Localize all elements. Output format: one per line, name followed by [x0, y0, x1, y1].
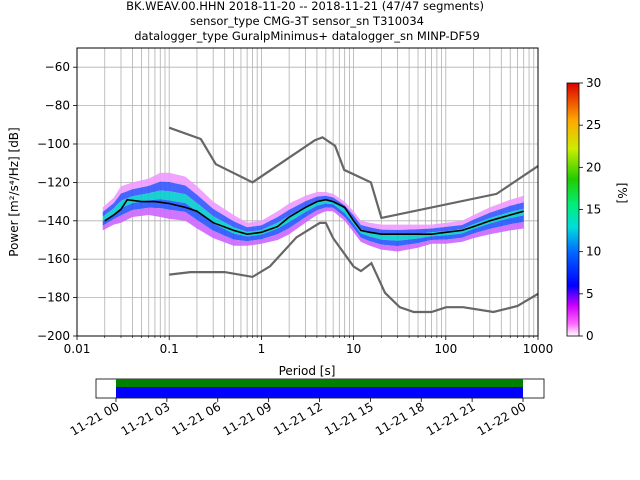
- timeline-tick-label: 11-21 12: [271, 399, 325, 438]
- x-tick-label: 100: [434, 342, 457, 356]
- timeline-tick-label: 11-21 00: [68, 399, 122, 438]
- x-tick-label: 1000: [523, 342, 554, 356]
- y-tick-label: −120: [37, 175, 70, 189]
- x-tick-label: 10: [346, 342, 361, 356]
- x-tick-label: 1: [258, 342, 266, 356]
- colorbar-label: [%]: [615, 183, 629, 204]
- y-tick-label: −100: [37, 137, 70, 151]
- timeline-tick-label: 11-21 06: [170, 399, 224, 438]
- x-tick-label: 0.1: [160, 342, 179, 356]
- chart-title: BK.WEAV.00.HHN 2018-11-20 -- 2018-11-21 …: [126, 0, 484, 43]
- timeline-tick-label: 11-22 00: [475, 399, 529, 438]
- colorbar-tick-label: 25: [586, 118, 601, 132]
- y-tick-label: −60: [45, 60, 70, 74]
- x-axis-ticks: 0.01 0.1 1 10 100 1000: [64, 336, 554, 356]
- mode-line: [104, 198, 524, 236]
- title-line-1: BK.WEAV.00.HHN 2018-11-20 -- 2018-11-21 …: [126, 0, 484, 13]
- y-tick-label: −140: [37, 214, 70, 228]
- colorbar-tick-label: 30: [586, 76, 601, 90]
- pdf-band: [102, 190, 524, 241]
- colorbar-tick-label: 10: [586, 245, 601, 259]
- colorbar: 0 5 10 15 20 25 30 [%]: [566, 76, 629, 343]
- y-tick-label: −160: [37, 252, 70, 266]
- coverage-bar-bottom: [116, 387, 523, 398]
- new-high-noise-model-line: [168, 126, 538, 220]
- pdf-band: [102, 207, 524, 252]
- timeline-tick-label: 11-21 15: [322, 399, 376, 438]
- y-axis-label: Power [m²/s⁴/Hz] [dB]: [7, 127, 21, 256]
- pdf-band: [102, 181, 524, 236]
- curves: [104, 126, 538, 314]
- y-axis-ticks: −200 −180 −160 −140 −120 −100 −80 −60: [37, 60, 77, 343]
- timeline-tick-label: 11-21 18: [373, 399, 427, 438]
- timeline-tick-label: 11-21 09: [220, 399, 274, 438]
- pdf-band: [102, 199, 524, 247]
- new-low-noise-model-line: [169, 221, 538, 314]
- x-axis-label: Period [s]: [279, 364, 336, 378]
- timeline-tick-label: 11-21 21: [424, 399, 478, 438]
- colorbar-tick-label: 0: [586, 329, 594, 343]
- x-tick-label: 0.01: [64, 342, 91, 356]
- colorbar-tick-label: 20: [586, 160, 601, 174]
- title-line-3: datalogger_type GuralpMinimus+ datalogge…: [134, 29, 480, 43]
- colorbar-tick-label: 5: [586, 287, 594, 301]
- y-tick-label: −200: [37, 329, 70, 343]
- colorbar-ticks: 0 5 10 15 20 25 30: [579, 76, 601, 343]
- coverage-bar-top: [116, 379, 523, 387]
- y-tick-label: −180: [37, 291, 70, 305]
- y-tick-label: −80: [45, 99, 70, 113]
- colorbar-bar: [566, 82, 580, 337]
- timeline-tick-label: 11-21 03: [119, 399, 173, 438]
- colorbar-tick-label: 15: [586, 203, 601, 217]
- plot-frame: [76, 47, 539, 337]
- title-line-2: sensor_type CMG-3T sensor_sn T310034: [190, 14, 424, 28]
- pdf-envelope: [102, 172, 524, 252]
